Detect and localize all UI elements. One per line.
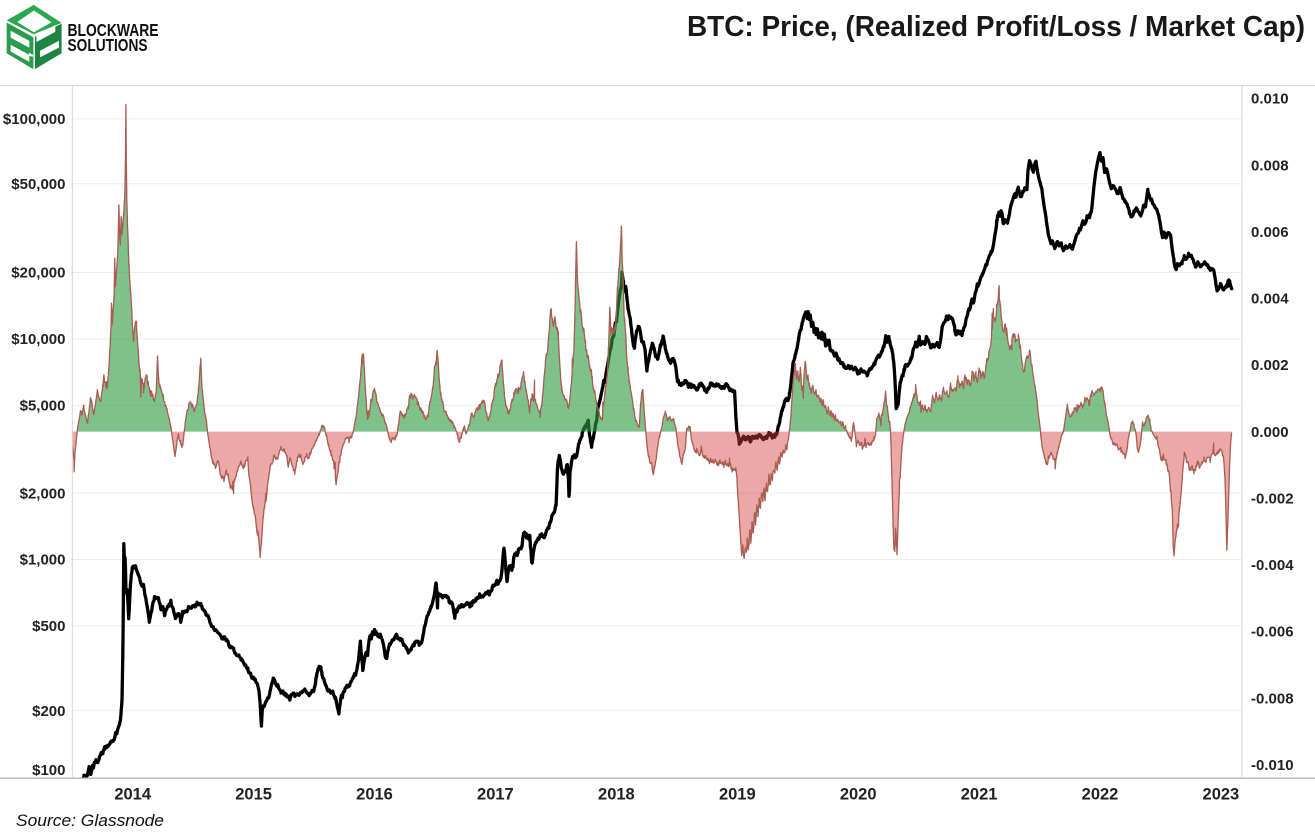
svg-text:2017: 2017 xyxy=(477,786,514,804)
svg-text:-0.010: -0.010 xyxy=(1251,757,1294,774)
svg-text:0.010: 0.010 xyxy=(1251,91,1289,108)
svg-text:BLOCKWARE: BLOCKWARE xyxy=(68,20,159,40)
svg-text:$100: $100 xyxy=(32,762,65,779)
svg-text:2018: 2018 xyxy=(598,786,635,804)
svg-text:$500: $500 xyxy=(32,618,65,635)
svg-text:$1,000: $1,000 xyxy=(20,552,66,569)
svg-text:$100,000: $100,000 xyxy=(3,111,66,128)
svg-text:-0.008: -0.008 xyxy=(1251,690,1294,707)
svg-text:-0.004: -0.004 xyxy=(1251,557,1294,574)
svg-text:BTC: Price, (Realized Profit/L: BTC: Price, (Realized Profit/Loss / Mark… xyxy=(687,11,1305,43)
svg-text:0.006: 0.006 xyxy=(1251,224,1289,241)
svg-text:0.004: 0.004 xyxy=(1251,291,1289,308)
svg-text:0.008: 0.008 xyxy=(1251,157,1289,174)
svg-text:2016: 2016 xyxy=(356,786,393,804)
svg-text:$20,000: $20,000 xyxy=(11,265,65,282)
svg-text:0.002: 0.002 xyxy=(1251,357,1289,374)
svg-text:2021: 2021 xyxy=(961,786,998,804)
svg-text:2015: 2015 xyxy=(235,786,272,804)
svg-text:2023: 2023 xyxy=(1203,786,1240,804)
svg-text:-0.006: -0.006 xyxy=(1251,624,1294,641)
svg-text:$50,000: $50,000 xyxy=(11,176,65,193)
svg-text:$200: $200 xyxy=(32,703,65,720)
svg-text:0.000: 0.000 xyxy=(1251,424,1289,441)
svg-text:2019: 2019 xyxy=(719,786,756,804)
svg-text:SOLUTIONS: SOLUTIONS xyxy=(68,35,148,55)
svg-text:$10,000: $10,000 xyxy=(11,331,65,348)
svg-text:2014: 2014 xyxy=(114,786,152,804)
svg-text:$5,000: $5,000 xyxy=(20,398,66,415)
svg-text:Source: Glassnode: Source: Glassnode xyxy=(16,812,164,830)
svg-text:$2,000: $2,000 xyxy=(20,485,66,502)
svg-text:-0.002: -0.002 xyxy=(1251,491,1294,508)
svg-text:2022: 2022 xyxy=(1082,786,1119,804)
svg-text:2020: 2020 xyxy=(840,786,877,804)
